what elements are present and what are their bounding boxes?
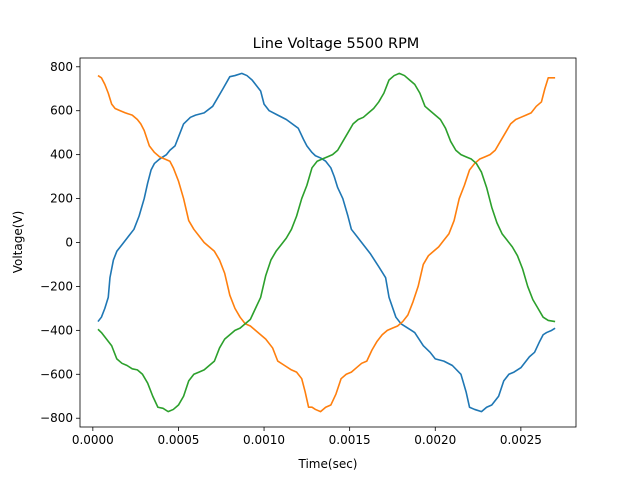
y-tick-label: −200: [40, 279, 73, 293]
series-line-1: [97, 72, 556, 413]
x-tick-label: 0.0015: [329, 433, 371, 447]
chart-title: Line Voltage 5500 RPM: [253, 36, 420, 52]
x-axis: 0.0000 0.0005 0.0010 0.0015 0.0020 0.0025: [72, 427, 542, 447]
y-tick-label: −400: [40, 323, 73, 337]
x-tick-label: 0.0025: [500, 433, 542, 447]
x-axis-label: Time(sec): [298, 457, 358, 471]
y-tick-label: 800: [50, 60, 73, 74]
y-axis: −800 −600 −400 −200 0 200 400 600 800: [40, 60, 80, 425]
series-line-2: [97, 74, 556, 413]
series-line-3: [97, 72, 556, 413]
y-tick-label: 400: [50, 148, 73, 162]
x-tick-label: 0.0005: [157, 433, 199, 447]
series-layer: [97, 72, 556, 413]
x-tick-label: 0.0000: [72, 433, 114, 447]
y-tick-label: 0: [65, 236, 73, 250]
y-tick-label: −600: [40, 367, 73, 381]
axes-frame: [79, 57, 577, 428]
y-tick-label: 600: [50, 104, 73, 118]
y-tick-label: 200: [50, 192, 73, 206]
y-axis-label: Voltage(V): [11, 211, 25, 274]
x-tick-label: 0.0020: [414, 433, 456, 447]
y-tick-label: −800: [40, 411, 73, 425]
x-tick-label: 0.0010: [243, 433, 285, 447]
